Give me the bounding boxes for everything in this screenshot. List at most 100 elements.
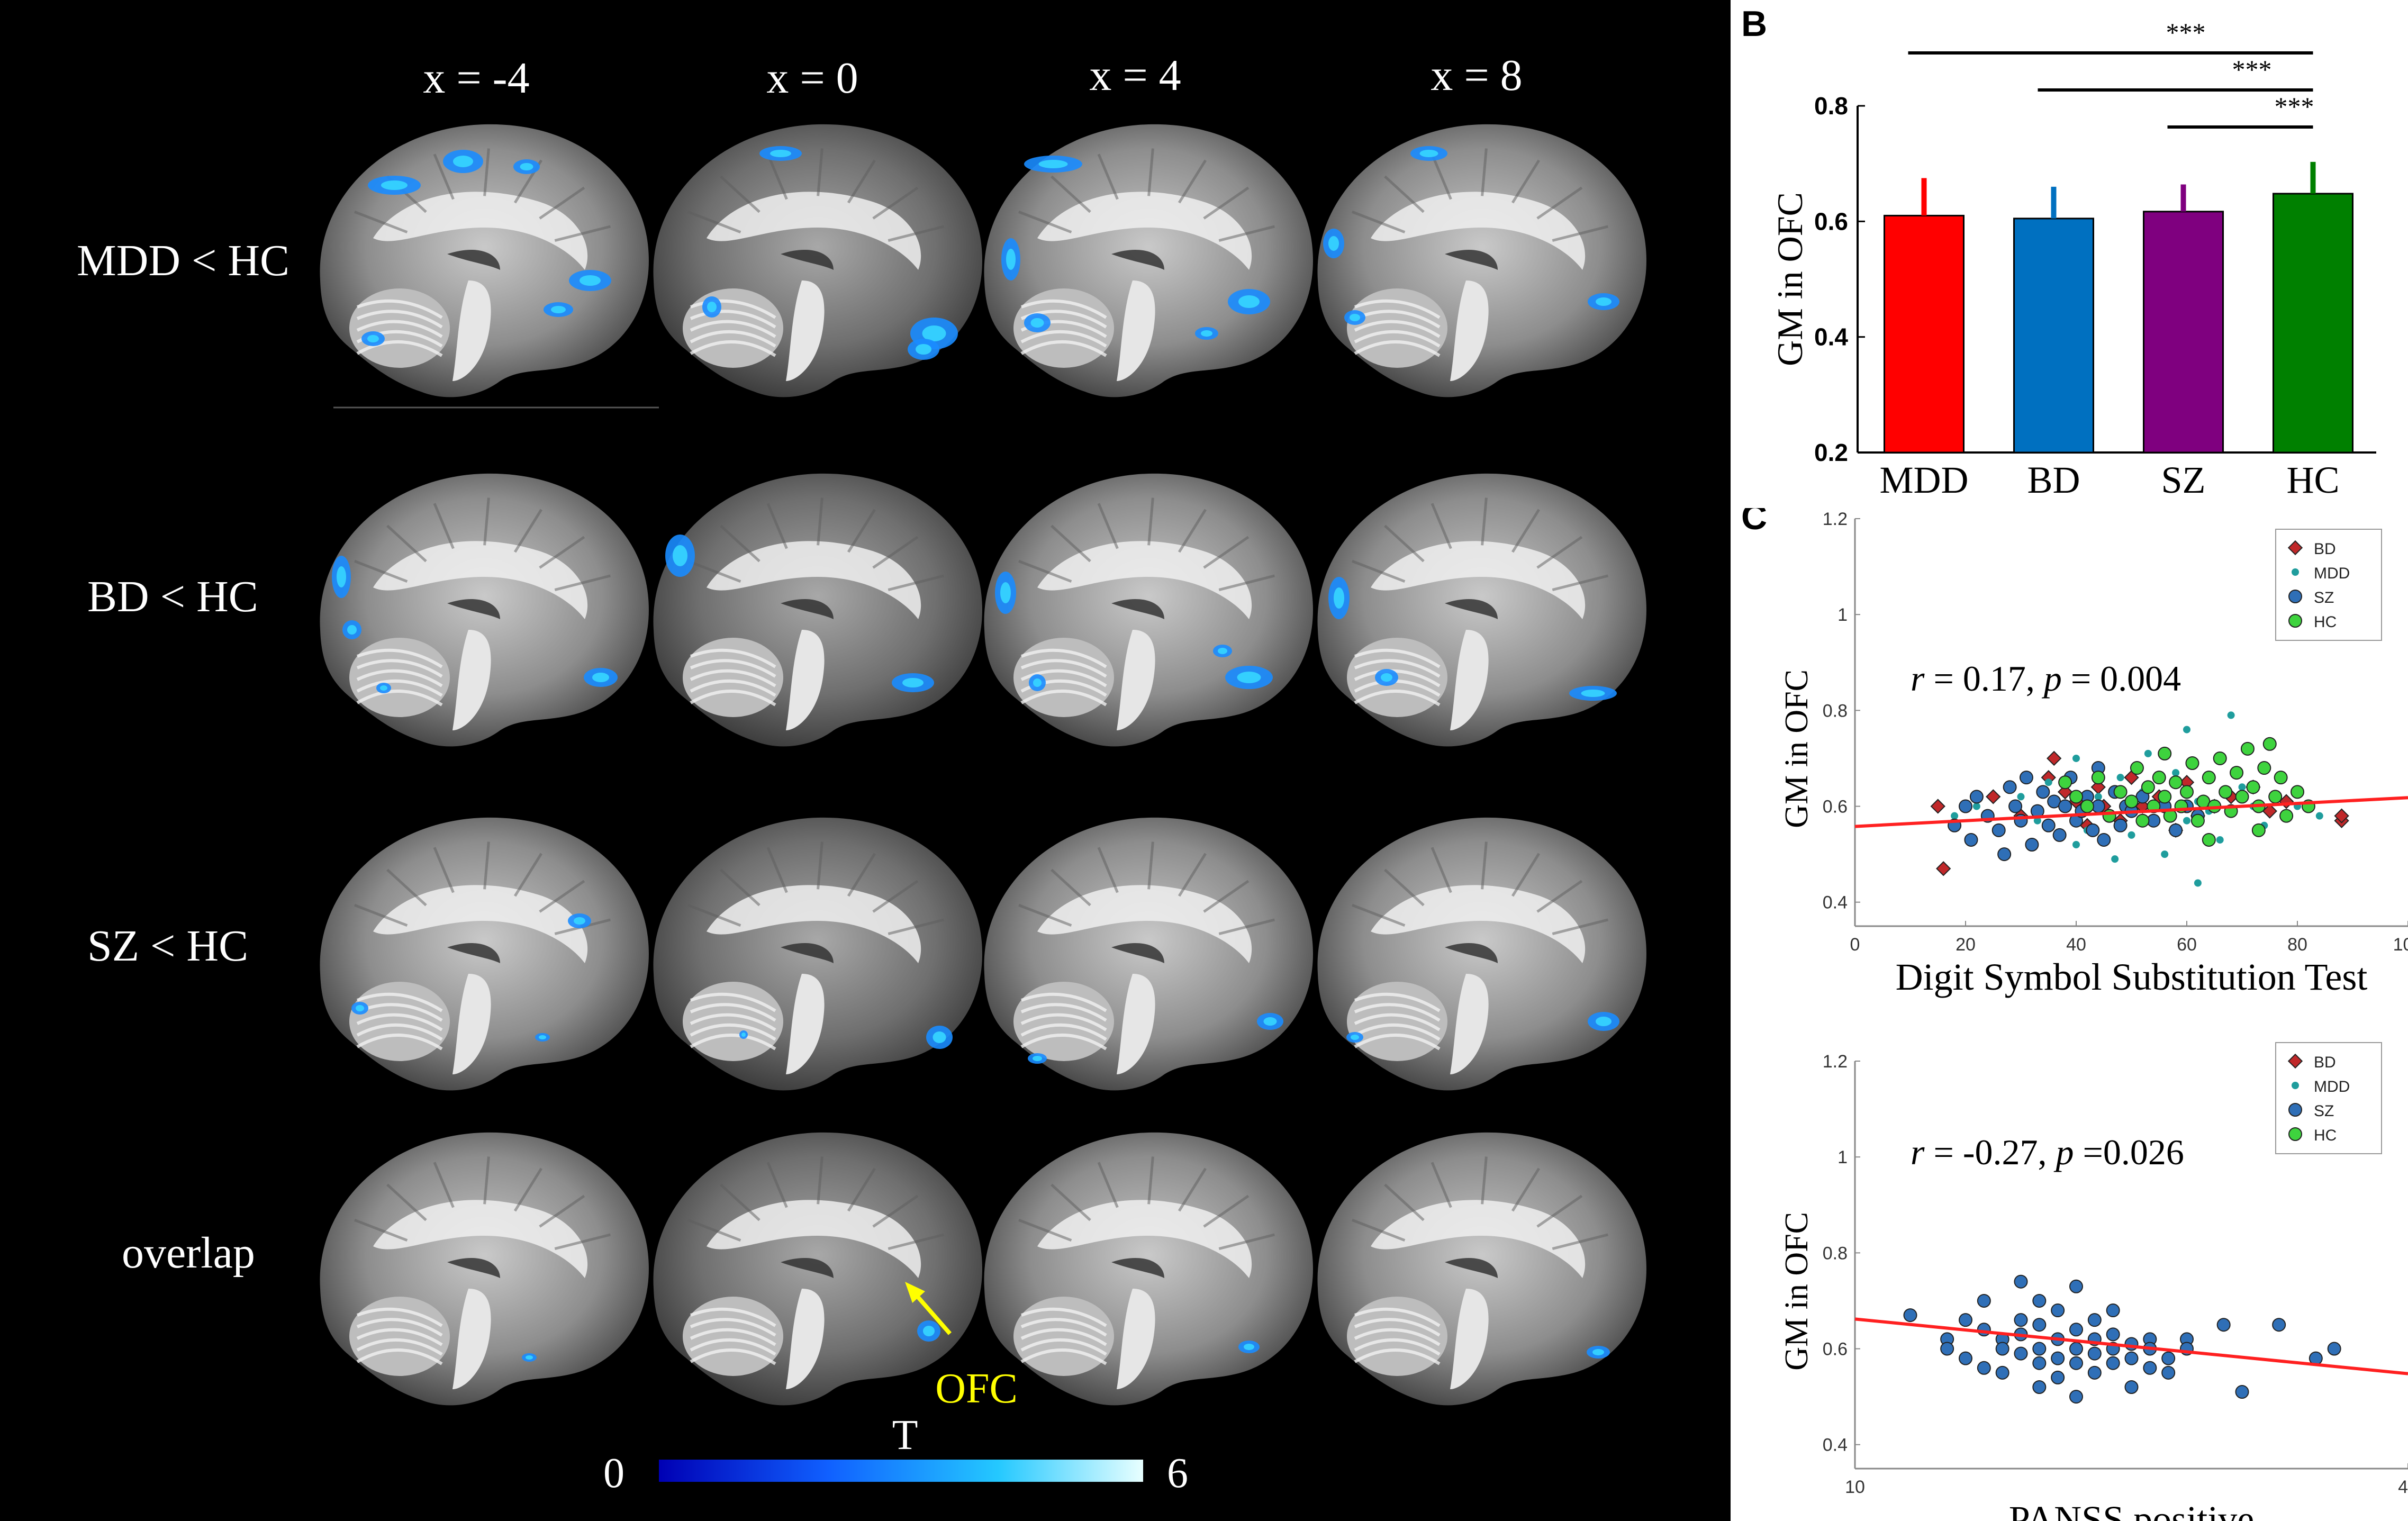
panel-a-brain-montage: A x = -4 x = 0 x = 4 x = 8 MDD < HC BD <…	[0, 0, 1731, 1521]
c-point	[2036, 785, 2050, 799]
c-legend-label: HC	[2314, 613, 2337, 631]
c-point	[2033, 817, 2041, 825]
c-point	[2230, 766, 2244, 780]
panel-b-bar-chart: B 0.20.40.60.8GM in OFC MDD BD SZ HC ******…	[1741, 4, 2376, 501]
c-y-axis-label: GM in OFC	[1779, 669, 1815, 828]
c-y-axis-label: GM in OFC	[1779, 1212, 1815, 1371]
brain-slice	[320, 1132, 649, 1406]
b-significance-label: ***	[2232, 55, 2272, 84]
row-label-3: SZ < HC	[87, 921, 248, 971]
brain-slice	[320, 817, 649, 1091]
c-correlation-annotation: r = 0.17, p = 0.004	[1911, 658, 2181, 699]
c-point	[2262, 737, 2277, 751]
c-point	[2051, 1351, 2065, 1365]
c-legend-label: MDD	[2314, 1078, 2350, 1096]
c-point	[1930, 799, 1945, 814]
c-point	[2087, 1365, 2102, 1380]
brain-slice	[653, 124, 982, 397]
c-point	[2327, 1342, 2341, 1356]
c-y-tick-label: 1.2	[1823, 1052, 1848, 1072]
c-x-tick-label: 80	[2287, 935, 2307, 955]
c-point	[2072, 841, 2080, 848]
row-label-2: BD < HC	[87, 572, 258, 621]
c-point	[2052, 828, 2067, 842]
c-point	[2124, 1337, 2139, 1351]
c-point	[2091, 771, 2105, 785]
c-point	[2014, 1346, 2028, 1361]
c-point	[2144, 749, 2152, 757]
c-point	[1903, 1308, 1917, 1323]
c-point	[2334, 808, 2349, 823]
c-y-tick-label: 1	[1837, 605, 1848, 625]
c-point	[2219, 785, 2233, 799]
c-point	[2041, 818, 2056, 832]
b-bar	[1884, 214, 1965, 454]
c-point	[2008, 799, 2023, 813]
c-point	[1986, 789, 2001, 804]
c-point	[2185, 756, 2199, 770]
c-point	[2180, 785, 2194, 799]
c-point	[2032, 1318, 2047, 1332]
row-label-1: MDD < HC	[77, 236, 289, 285]
b-y-tick-label: 0.8	[1814, 92, 1848, 120]
c-point	[2179, 775, 2195, 790]
c-point	[2124, 794, 2139, 809]
c-point	[2141, 780, 2155, 794]
c-y-tick-label: 1.2	[1823, 509, 1848, 529]
c-point	[2135, 799, 2150, 814]
c-point	[2202, 771, 2216, 785]
c-x-axis-label: PANSS positive	[2009, 1498, 2255, 1521]
c-point	[2014, 1313, 2028, 1327]
b-category-label: HC	[2286, 459, 2339, 501]
c-point	[2251, 823, 2266, 837]
c-point	[1936, 861, 1951, 876]
c-point	[2238, 783, 2246, 791]
b-bar	[2013, 218, 2094, 454]
brain-slice	[320, 473, 649, 747]
c-point	[2069, 1390, 2083, 1404]
c-legend-label: MDD	[2314, 565, 2350, 582]
c-point	[1977, 1293, 1991, 1308]
c-point	[2069, 1342, 2083, 1356]
c-point	[2135, 813, 2150, 828]
c-fit-line	[1854, 1317, 2408, 1375]
c-point	[2090, 780, 2106, 795]
b-y-axis-label: GM in OFC	[1770, 192, 1810, 366]
c-legend-marker	[2292, 568, 2299, 576]
column-header-4: x = 8	[1431, 51, 1522, 100]
b-y-tick-label: 0.6	[1814, 207, 1848, 235]
brain-slice	[984, 473, 1313, 747]
c-point	[2051, 1303, 2065, 1318]
activation-cluster-group	[522, 1353, 537, 1362]
c-point	[2057, 784, 2073, 800]
activation-cluster-group	[1323, 146, 1619, 325]
colorbar-title: T	[892, 1412, 918, 1459]
c-point	[2246, 780, 2260, 794]
c-legend-marker	[2288, 1127, 2302, 1141]
c-y-tick-label: 0.8	[1823, 701, 1848, 721]
c-point	[2161, 1351, 2176, 1365]
c-point	[2257, 761, 2271, 775]
c-point	[2069, 1323, 2083, 1337]
c-point	[1959, 799, 1972, 813]
c-point	[2072, 754, 2080, 762]
brain-slice	[1317, 817, 1646, 1091]
c-correlation-annotation: r = -0.27, p =0.026	[1911, 1132, 2184, 1172]
c-legend-marker	[2292, 1082, 2299, 1089]
b-y-tick-label: 0.2	[1814, 439, 1848, 466]
c-point	[2106, 1356, 2120, 1370]
c-point	[1951, 812, 1959, 820]
c-point	[2069, 790, 2083, 804]
c-point	[1995, 1365, 2009, 1380]
activation-cluster-group	[702, 146, 958, 360]
c-point	[2058, 799, 2072, 813]
b-category-label: SZ	[2161, 459, 2205, 501]
colorbar-min-label: 0	[603, 1450, 624, 1497]
c-point	[2113, 818, 2128, 832]
c-x-tick-label: 40	[2398, 1477, 2408, 1497]
c-point	[2194, 879, 2202, 887]
c-y-tick-label: 0.4	[1823, 893, 1848, 913]
c-point	[2190, 813, 2205, 828]
c-point	[2111, 855, 2119, 863]
